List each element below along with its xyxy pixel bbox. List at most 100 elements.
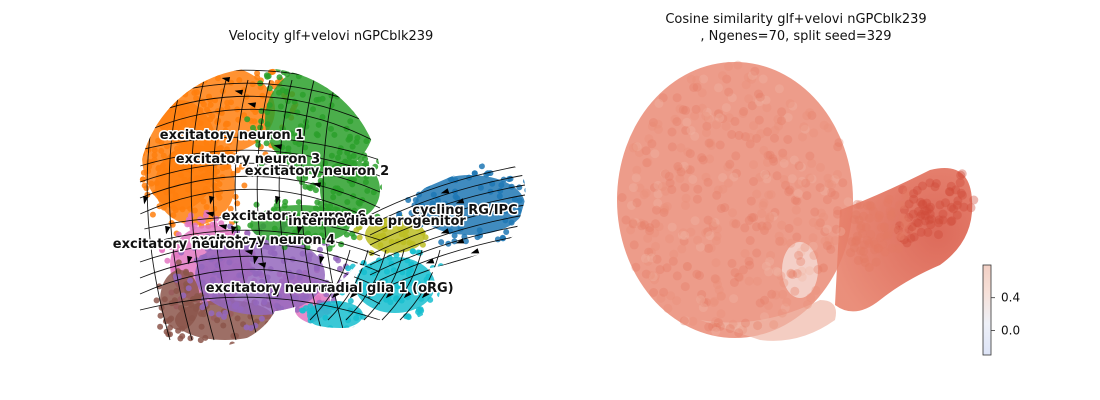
cell-point <box>712 190 722 200</box>
cell-point <box>714 285 724 295</box>
cell-point <box>315 121 322 128</box>
cell-point <box>849 243 859 253</box>
cell-point <box>763 301 773 310</box>
cell-point <box>809 128 819 138</box>
cell-point <box>733 60 743 70</box>
cell-point <box>359 101 365 108</box>
cell-point <box>833 209 842 219</box>
cell-point <box>310 106 316 113</box>
cell-point <box>934 218 944 228</box>
cell-point <box>815 218 825 228</box>
cell-point <box>667 222 677 232</box>
cell-point <box>295 199 302 206</box>
cell-point <box>269 162 276 169</box>
cell-point <box>164 257 171 264</box>
streamline <box>256 79 281 341</box>
cell-point <box>294 212 301 219</box>
cell-point <box>187 180 194 187</box>
cell-point <box>927 214 936 224</box>
cell-point <box>724 61 733 71</box>
cell-point <box>722 74 732 84</box>
cell-point <box>644 247 654 257</box>
cell-point <box>741 318 750 328</box>
cell-point <box>920 211 930 220</box>
cell-point <box>262 328 269 335</box>
cell-point <box>252 129 259 136</box>
cell-point <box>846 248 855 258</box>
left-panel-title: Velocity glf+velovi nGPCblk239 <box>229 29 434 44</box>
cell-point <box>388 238 395 245</box>
cell-point <box>471 170 478 177</box>
cell-point <box>142 128 149 135</box>
cell-point <box>772 171 782 181</box>
cell-point <box>717 291 726 301</box>
cell-point <box>711 317 721 326</box>
cell-point <box>204 106 210 113</box>
cell-point <box>161 68 168 69</box>
cell-point <box>207 101 214 108</box>
cell-point <box>369 117 376 124</box>
cell-point <box>957 190 967 200</box>
cell-point <box>871 257 881 267</box>
cell-point <box>682 262 692 271</box>
cell-point <box>675 173 685 183</box>
streamline <box>139 216 381 241</box>
cell-point <box>244 230 251 237</box>
streamline <box>327 249 369 321</box>
cell-point <box>734 324 744 334</box>
cell-point <box>508 219 515 226</box>
cell-point <box>773 267 783 277</box>
cell-point <box>651 271 661 281</box>
cell-point <box>708 221 718 231</box>
low-similarity-patch <box>782 242 818 298</box>
velocity-arrow <box>470 208 480 214</box>
cell-point <box>816 208 826 218</box>
cell-point <box>437 263 444 270</box>
cell-point <box>217 60 223 66</box>
cell-point <box>374 117 381 124</box>
cell-point <box>689 83 699 92</box>
cell-point <box>342 85 349 92</box>
cell-point <box>157 323 164 330</box>
left-panel: Velocity glf+velovi nGPCblk239 excitator… <box>111 29 526 348</box>
cell-point <box>879 231 889 240</box>
cell-point <box>222 127 229 134</box>
cell-point <box>764 267 774 277</box>
cell-point <box>761 95 771 105</box>
streamline <box>300 79 325 341</box>
cell-point <box>182 91 189 98</box>
cell-point <box>438 239 445 246</box>
cell-point <box>931 179 941 188</box>
cell-point <box>312 280 319 287</box>
cell-point <box>856 221 866 230</box>
cell-point <box>786 269 796 279</box>
cell-point <box>270 317 277 323</box>
cell-point <box>703 215 713 225</box>
cell-point <box>786 238 796 248</box>
cell-point <box>793 217 803 227</box>
cell-point <box>299 307 306 314</box>
cell-point <box>765 150 775 160</box>
cell-point <box>794 179 804 189</box>
cell-point <box>263 140 270 147</box>
cell-point <box>345 72 352 79</box>
cell-point <box>653 198 663 208</box>
cell-point <box>192 115 199 122</box>
cell-point <box>918 199 928 209</box>
cell-point <box>946 202 956 212</box>
cell-point <box>345 317 351 324</box>
cell-point <box>349 143 356 150</box>
cell-point <box>348 68 355 70</box>
cell-point <box>934 230 943 240</box>
cell-point <box>698 155 708 165</box>
cell-point <box>160 162 166 169</box>
cell-point <box>876 223 886 232</box>
cell-point <box>183 268 189 275</box>
cell-point <box>372 163 379 170</box>
streamline <box>345 249 387 321</box>
cell-point <box>747 101 757 111</box>
cell-point <box>396 212 403 219</box>
cell-point <box>859 246 869 256</box>
cell-point <box>188 301 195 308</box>
cell-point <box>753 321 763 331</box>
